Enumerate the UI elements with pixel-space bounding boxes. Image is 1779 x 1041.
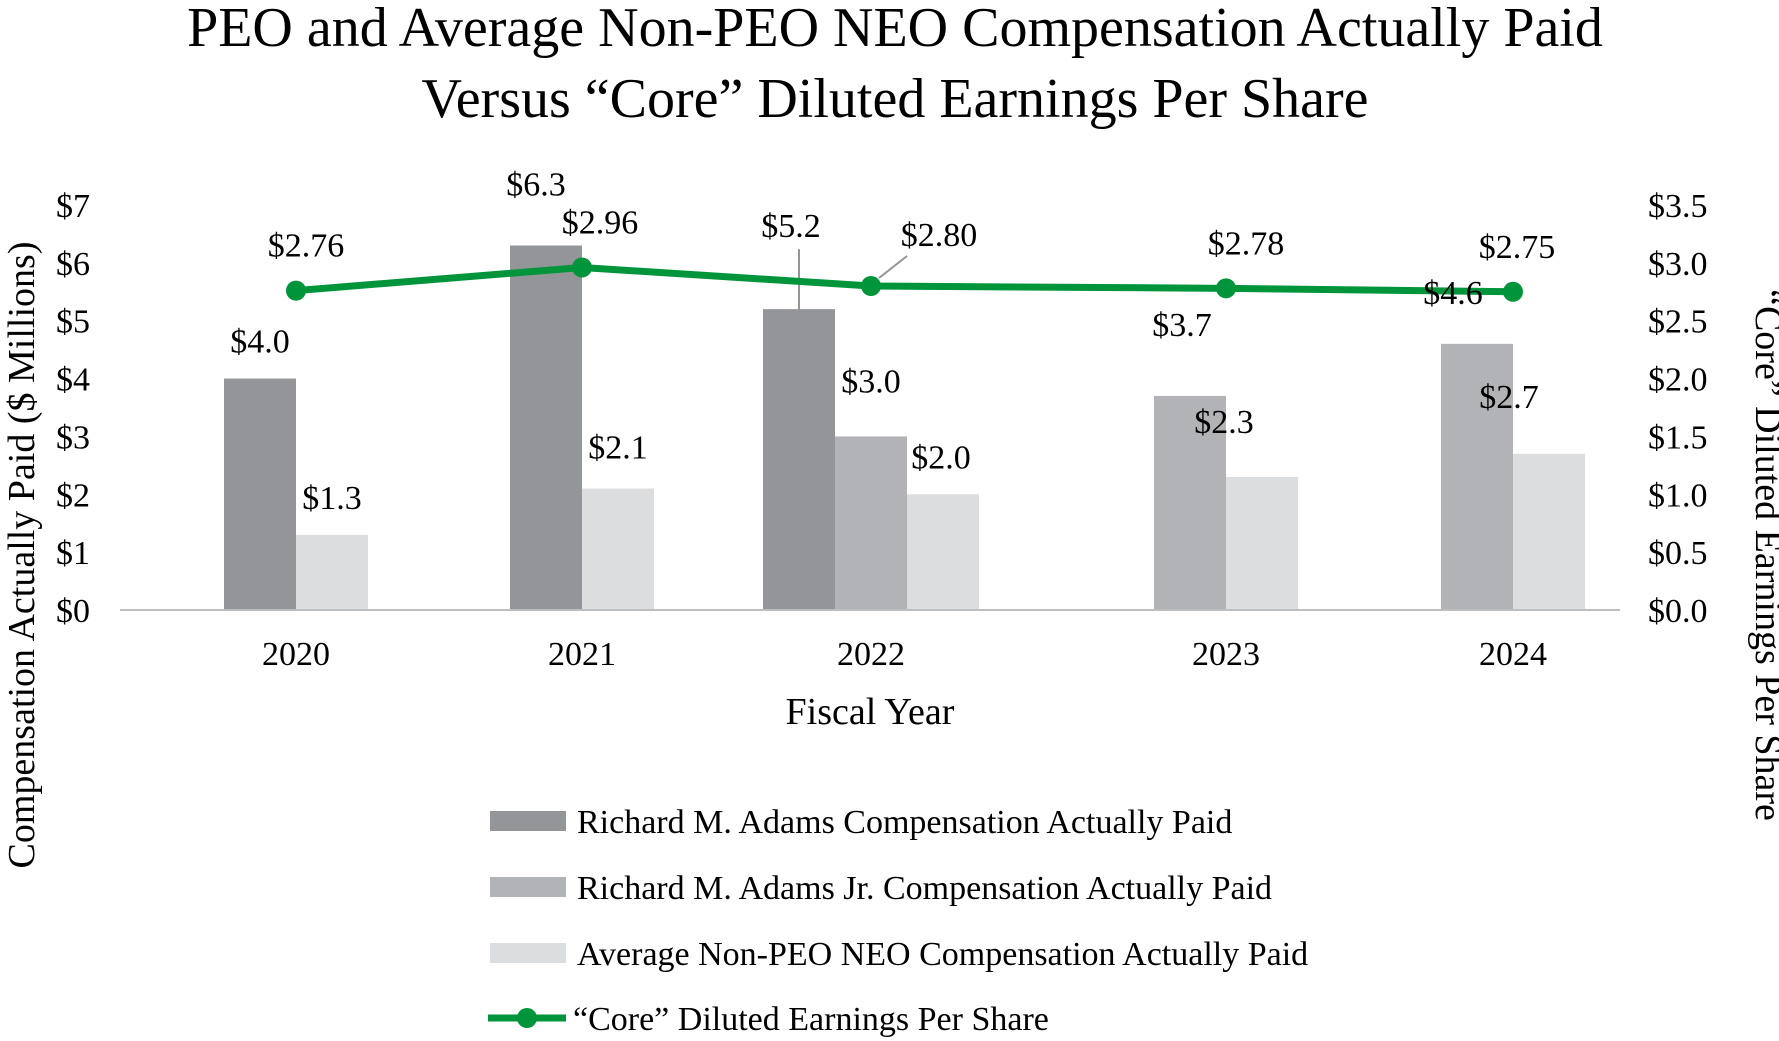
eps-label-2020: $2.76 bbox=[268, 228, 345, 265]
eps-point-2020 bbox=[286, 280, 306, 301]
left-axis-ticks: $0 $1 $2 $3 $4 $5 $6 $7 bbox=[56, 188, 90, 630]
eps-line-path bbox=[295, 263, 1514, 296]
right-tick-label-0: $0.0 bbox=[1648, 593, 1708, 630]
right-tick-label-3: $1.5 bbox=[1648, 419, 1708, 456]
eps-point-2022 bbox=[861, 276, 881, 296]
eps-label-2023: $2.78 bbox=[1208, 225, 1285, 262]
left-tick-label-1: $1 bbox=[56, 535, 90, 572]
eps-label-2021: $2.96 bbox=[562, 204, 639, 241]
legend-line-marker bbox=[517, 1008, 537, 1028]
left-tick-label-5: $5 bbox=[56, 304, 90, 341]
right-tick-label-4: $2.0 bbox=[1648, 362, 1708, 399]
data-labels: $4.0 $1.3 $6.3 $2.1 $5.2 $3.0 $2.0 $3.7 $2.3 $4.6… bbox=[230, 167, 1555, 517]
bar-2-2022 bbox=[907, 494, 979, 610]
legend: Richard M. Adams Compensation Actually P… bbox=[488, 804, 1308, 1038]
legend-label-1: Richard M. Adams Jr. Compensation Actual… bbox=[577, 870, 1272, 907]
bar-2-2020 bbox=[296, 534, 368, 610]
left-tick-label-2: $2 bbox=[56, 477, 90, 514]
bar-label-2-2020: $1.3 bbox=[302, 480, 362, 517]
y-axis-label: Compensation Actually Paid ($ Millions) bbox=[1, 242, 43, 869]
bar-label-2-2023: $2.3 bbox=[1194, 404, 1254, 441]
bar-label-1-2024: $4.6 bbox=[1423, 275, 1483, 312]
x-tick-label-2023: 2023 bbox=[1192, 636, 1260, 673]
bar-label-0-2022: $5.2 bbox=[761, 208, 821, 245]
x-tick-label-2022: 2022 bbox=[837, 636, 905, 673]
eps-point-2023 bbox=[1216, 278, 1236, 299]
x-axis-ticks: 2020 2021 2022 2023 2024 bbox=[262, 636, 1547, 673]
bar-1-2022 bbox=[835, 436, 907, 610]
left-tick-label-7: $7 bbox=[56, 188, 90, 225]
eps-line bbox=[286, 257, 1523, 302]
legend-label-0: Richard M. Adams Compensation Actually P… bbox=[577, 804, 1232, 841]
bar-0-2021 bbox=[510, 245, 582, 610]
eps-label-2024: $2.75 bbox=[1479, 229, 1556, 266]
chart-title: PEO and Average Non-PEO NEO Compensation… bbox=[187, 0, 1603, 130]
bar-label-0-2020: $4.0 bbox=[230, 324, 290, 361]
x-tick-label-2020: 2020 bbox=[262, 636, 330, 673]
eps-point-2024 bbox=[1503, 281, 1523, 302]
bar-label-0-2021: $6.3 bbox=[506, 167, 566, 204]
bar-1-2023 bbox=[1154, 395, 1226, 610]
right-tick-label-1: $0.5 bbox=[1648, 535, 1708, 572]
legend-swatch-1 bbox=[490, 877, 566, 897]
x-tick-label-2024: 2024 bbox=[1479, 636, 1547, 673]
chart-title-line-2: Versus “Core” Diluted Earnings Per Share bbox=[421, 68, 1368, 130]
left-tick-label-6: $6 bbox=[56, 246, 90, 283]
right-axis-ticks: $0.0 $0.5 $1.0 $1.5 $2.0 $2.5 $3.0 $3.5 bbox=[1648, 188, 1708, 630]
y2-axis-label: “Core” Diluted Earnings Per Share bbox=[1747, 289, 1779, 821]
x-axis-label: Fiscal Year bbox=[786, 691, 955, 733]
bar-label-1-2022: $3.0 bbox=[841, 363, 901, 400]
bar-1-2024 bbox=[1441, 343, 1513, 610]
x-tick-label-2021: 2021 bbox=[548, 636, 616, 673]
leader-line-2022-eps bbox=[878, 255, 908, 279]
left-tick-label-4: $4 bbox=[56, 362, 90, 399]
bar-label-2-2024: $2.7 bbox=[1479, 379, 1539, 416]
chart-title-line-1: PEO and Average Non-PEO NEO Compensation… bbox=[187, 0, 1603, 59]
eps-point-2021 bbox=[572, 257, 592, 278]
legend-swatch-2 bbox=[490, 943, 566, 963]
bar-label-2-2021: $2.1 bbox=[588, 430, 648, 467]
right-tick-label-7: $3.5 bbox=[1648, 188, 1708, 225]
left-tick-label-3: $3 bbox=[56, 419, 90, 456]
bar-0-2020 bbox=[224, 378, 296, 610]
right-tick-label-2: $1.0 bbox=[1648, 477, 1708, 514]
legend-label-eps: “Core” Diluted Earnings Per Share bbox=[573, 1001, 1049, 1038]
bars bbox=[224, 245, 1585, 610]
bar-2-2021 bbox=[582, 488, 654, 610]
bar-0-2022 bbox=[763, 309, 835, 610]
bar-2-2023 bbox=[1226, 476, 1298, 610]
right-tick-label-6: $3.0 bbox=[1648, 246, 1708, 283]
eps-label-2022: $2.80 bbox=[901, 217, 978, 254]
legend-label-2: Average Non-PEO NEO Compensation Actuall… bbox=[577, 936, 1308, 973]
right-tick-label-5: $2.5 bbox=[1648, 304, 1708, 341]
left-tick-label-0: $0 bbox=[56, 593, 90, 630]
bar-2-2024 bbox=[1513, 453, 1585, 610]
legend-swatch-0 bbox=[490, 811, 566, 831]
bar-label-1-2023: $3.7 bbox=[1152, 307, 1212, 344]
bar-label-2-2022: $2.0 bbox=[911, 439, 971, 476]
